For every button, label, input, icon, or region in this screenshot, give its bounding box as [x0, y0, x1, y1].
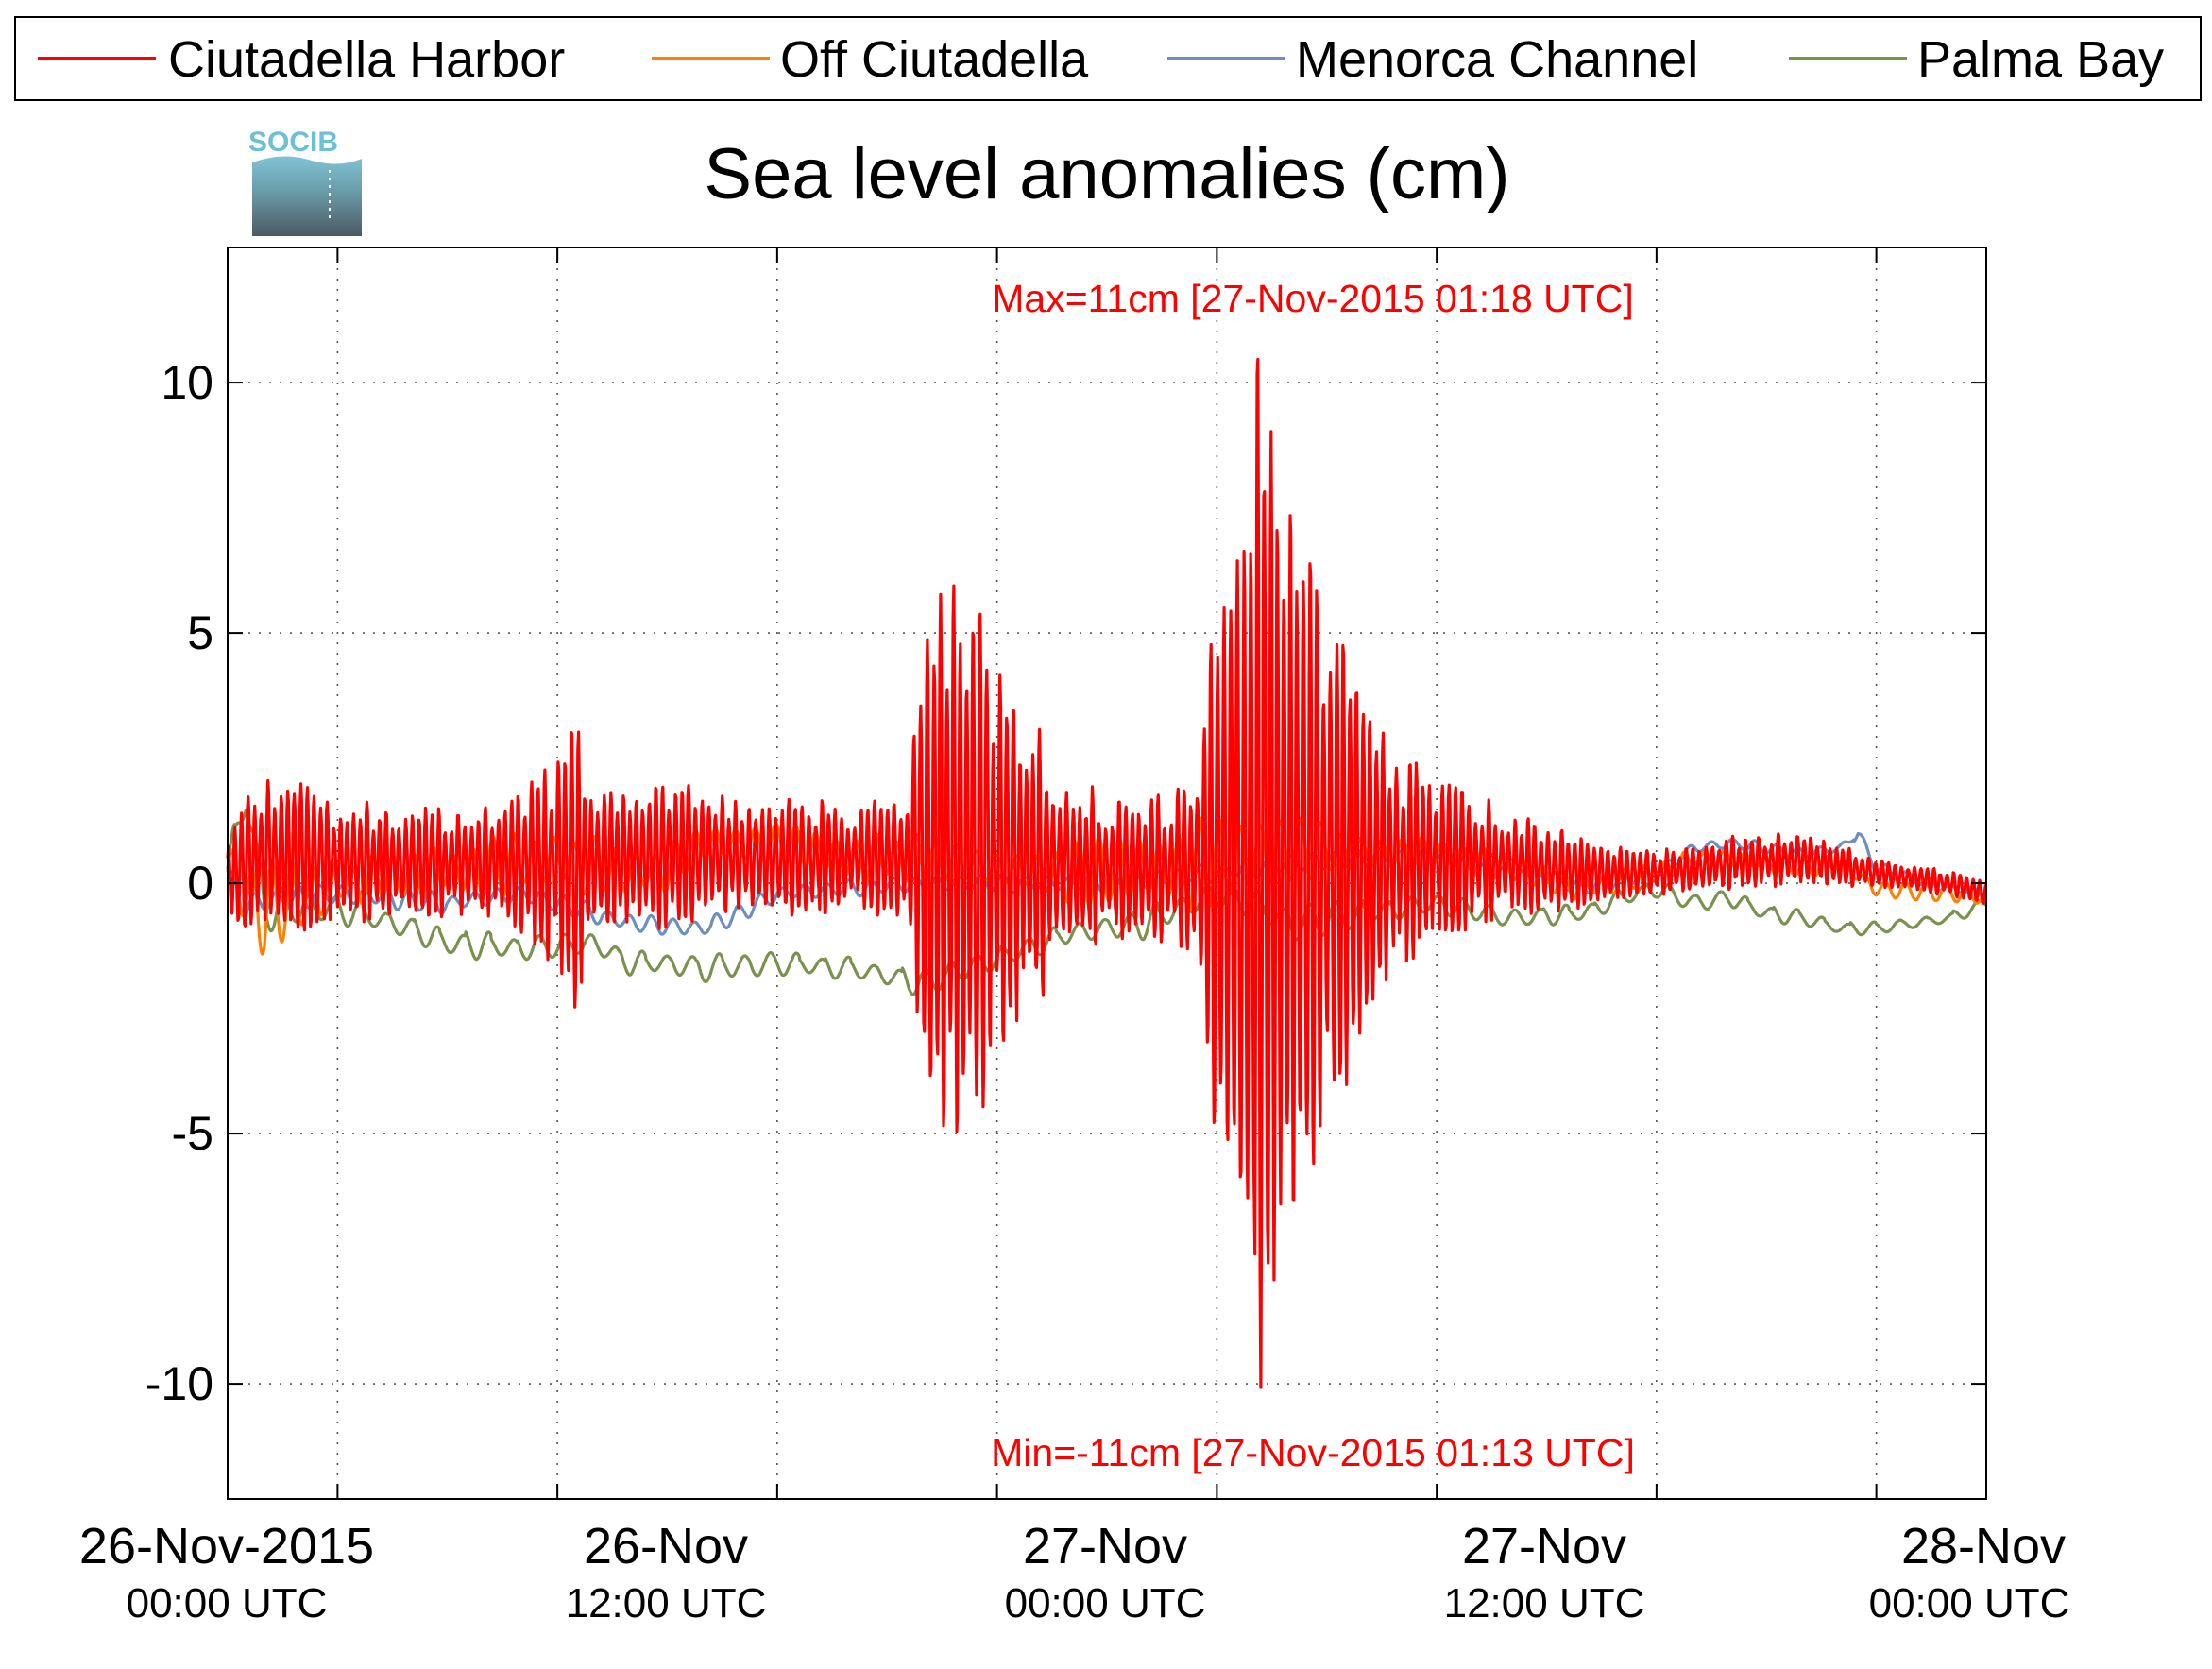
series-lines [226, 357, 1987, 1389]
max-annotation: Max=11cm [27-Nov-2015 01:18 UTC] [992, 277, 1633, 320]
legend: Ciutadella Harbor Off Ciutadella Menorca… [14, 16, 2202, 101]
x-tick-label-date: 26-Nov [584, 1518, 748, 1575]
y-tick-label: -10 [145, 1357, 213, 1410]
grid [228, 247, 1986, 1499]
x-tick-label-date: 26-Nov-2015 [79, 1518, 374, 1575]
legend-label-off-ciutadella: Off Ciutadella [780, 31, 1089, 88]
chart-title: Sea level anomalies (cm) [704, 134, 1509, 214]
x-tick-label-time: 00:00 UTC [1005, 1580, 1206, 1626]
x-tick-label-time: 00:00 UTC [127, 1580, 328, 1626]
socib-logo-wave [252, 156, 362, 236]
x-tick-label-time: 12:00 UTC [566, 1580, 767, 1626]
legend-label-palma-bay: Palma Bay [1917, 31, 2164, 88]
x-tick-label-date: 28-Nov [1901, 1518, 2066, 1575]
x-axis: 26-Nov-2015 00:00 UTC 26-Nov 12:00 UTC 2… [79, 1518, 2069, 1626]
socib-logo: SOCIB [248, 127, 362, 236]
axis-ticks [228, 247, 1986, 1499]
y-tick-label: -5 [172, 1107, 213, 1160]
x-tick-label-date: 27-Nov [1462, 1518, 1626, 1575]
socib-logo-text: SOCIB [248, 127, 338, 158]
x-tick-label-time: 00:00 UTC [1869, 1580, 2070, 1626]
series-line-palma-bay [226, 808, 1987, 996]
y-tick-label: 0 [187, 857, 213, 910]
x-tick-label-date: 27-Nov [1023, 1518, 1187, 1575]
series-line-ciutadella-harbor [226, 357, 1987, 1389]
min-annotation: Min=-11cm [27-Nov-2015 01:13 UTC] [991, 1431, 1635, 1474]
legend-label-ciutadella-harbor: Ciutadella Harbor [168, 31, 565, 88]
y-tick-label: 5 [187, 606, 213, 659]
y-axis: -10 -5 0 5 10 [145, 356, 213, 1410]
legend-label-menorca-channel: Menorca Channel [1296, 31, 1698, 88]
x-tick-label-time: 12:00 UTC [1444, 1580, 1645, 1626]
y-tick-label: 10 [161, 356, 213, 409]
plot-frame [227, 247, 1987, 1500]
